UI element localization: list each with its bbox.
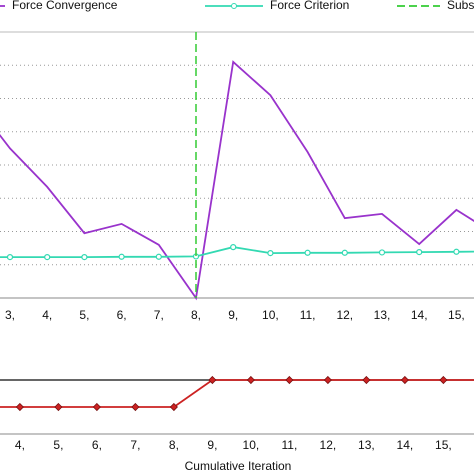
- marker: [54, 402, 63, 412]
- marker: [92, 402, 101, 412]
- marker: [323, 375, 332, 385]
- x-tick-label: 15,: [435, 438, 452, 452]
- marker: [416, 249, 423, 256]
- x-tick-label: 4,: [42, 308, 52, 322]
- legend-label: Force Convergence: [12, 0, 118, 12]
- x-tick-label: 12,: [320, 438, 337, 452]
- marker: [169, 402, 178, 412]
- x-tick-label: 5,: [53, 438, 63, 452]
- x-tick-label: 10,: [243, 438, 260, 452]
- marker: [81, 254, 88, 261]
- legend-label: Force Criterion: [270, 0, 349, 12]
- marker: [118, 253, 125, 260]
- marker: [155, 253, 162, 260]
- marker: [246, 375, 255, 385]
- x-tick-label: 4,: [15, 438, 25, 452]
- x-tick-label: 11,: [282, 438, 298, 452]
- marker: [400, 375, 409, 385]
- x-tick-label: 14,: [411, 308, 428, 322]
- marker: [285, 375, 294, 385]
- x-axis-label: Cumulative Iteration: [185, 459, 292, 473]
- marker: [453, 248, 460, 255]
- marker: [15, 402, 24, 412]
- marker: [44, 254, 51, 261]
- x-tick-label: 12,: [336, 308, 353, 322]
- x-tick-label: 7,: [130, 438, 140, 452]
- x-tick-label: 9,: [228, 308, 238, 322]
- legend-label: Substep: [447, 0, 474, 12]
- series-line: [0, 379, 474, 408]
- x-tick-label: 13,: [358, 438, 375, 452]
- x-tick-label: 11,: [300, 308, 316, 322]
- x-tick-label: 14,: [397, 438, 414, 452]
- marker: [230, 244, 237, 251]
- x-tick-label: 15,: [448, 308, 465, 322]
- x-tick-label: 5,: [79, 308, 89, 322]
- x-tick-label: 6,: [92, 438, 102, 452]
- marker: [131, 402, 140, 412]
- marker: [341, 249, 348, 256]
- x-tick-label: 8,: [191, 308, 201, 322]
- marker: [304, 249, 311, 256]
- legend-marker: [231, 3, 237, 9]
- x-tick-label: 10,: [262, 308, 279, 322]
- series-line: [0, 60, 474, 301]
- x-tick-label: 3,: [5, 308, 15, 322]
- x-tick-label: 6,: [117, 308, 127, 322]
- marker: [439, 375, 448, 385]
- x-tick-label: 9,: [207, 438, 217, 452]
- marker: [208, 375, 217, 385]
- marker: [378, 249, 386, 256]
- x-tick-label: 7,: [154, 308, 164, 322]
- marker: [267, 250, 274, 257]
- marker: [362, 375, 371, 385]
- x-tick-label: 13,: [374, 308, 391, 322]
- marker: [6, 254, 14, 261]
- x-tick-label: 8,: [169, 438, 179, 452]
